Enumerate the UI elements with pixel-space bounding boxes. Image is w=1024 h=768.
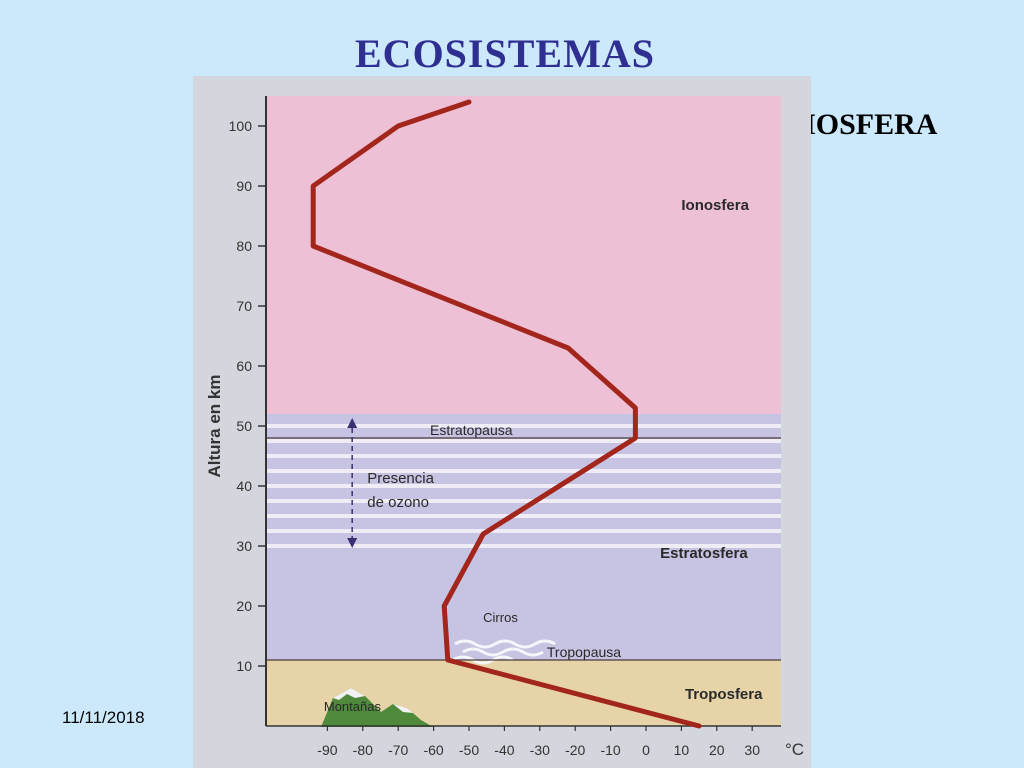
ozone-stripe — [266, 424, 781, 428]
ozone-label: Presencia — [367, 470, 434, 487]
x-tick-label: -70 — [388, 742, 408, 758]
x-tick-label: 30 — [744, 742, 760, 758]
x-tick-label: -80 — [353, 742, 373, 758]
atmosphere-chart: Presencia de ozono 10 20 30 40 50 60 70 80 90 100-… — [193, 76, 811, 768]
y-tick-label: 70 — [236, 298, 252, 314]
layer-band — [266, 96, 781, 414]
ozone-stripe — [266, 484, 781, 488]
layer-bands — [266, 96, 781, 726]
y-tick-label: 60 — [236, 358, 252, 374]
boundary-label: Tropopausa — [547, 644, 621, 660]
x-tick-label: 0 — [642, 742, 650, 758]
layer-label: Estratosfera — [660, 545, 748, 562]
layer-label: Troposfera — [685, 686, 763, 703]
y-axis-label: Altura en km — [205, 375, 224, 478]
ozone-stripes — [266, 424, 781, 548]
x-tick-label: -60 — [423, 742, 443, 758]
y-tick-label: 10 — [236, 658, 252, 674]
ozone-stripe — [266, 499, 781, 503]
x-tick-label: 20 — [709, 742, 725, 758]
y-tick-label: 30 — [236, 538, 252, 554]
mountains-illustration — [321, 688, 433, 727]
ozone-stripe — [266, 544, 781, 548]
cloud-wave — [452, 655, 514, 665]
clouds-illustration — [452, 639, 556, 665]
boundary-label: Estratopausa — [430, 422, 513, 438]
y-tick-label: 80 — [236, 238, 252, 254]
ozone-arrow-head — [347, 418, 358, 428]
mountain-snow — [393, 704, 413, 713]
temperature-line-group — [310, 99, 702, 729]
x-tick-label: -40 — [494, 742, 514, 758]
ozone-stripe — [266, 454, 781, 458]
y-tick-label: 90 — [236, 178, 252, 194]
mountain-snow — [333, 688, 365, 700]
y-tick-label: 40 — [236, 478, 252, 494]
mountains-label: Montañas — [324, 699, 382, 714]
layer-labels: Tropopausa Estratopausa Troposfera Estratos… — [324, 197, 763, 714]
mountain-shape — [321, 688, 433, 727]
x-tick-label: -10 — [600, 742, 620, 758]
y-tick-label: 100 — [229, 118, 253, 134]
ozone-arrow-head — [347, 538, 358, 548]
slide-title: ECOSISTEMAS — [355, 31, 655, 76]
ozone-stripe — [266, 514, 781, 518]
x-tick-label: -90 — [317, 742, 337, 758]
y-tick-label: 50 — [236, 418, 252, 434]
x-axis-label: °C — [785, 740, 804, 759]
ozone-marker: Presencia de ozono — [347, 418, 435, 548]
ozone-stripe — [266, 529, 781, 533]
x-tick-label: -50 — [459, 742, 479, 758]
cloud-wave — [454, 639, 556, 649]
clouds-label: Cirros — [483, 610, 518, 625]
layer-band — [266, 414, 781, 660]
x-tick-label: 10 — [674, 742, 690, 758]
cloud-wave — [462, 647, 544, 657]
ozone-stripe — [266, 469, 781, 473]
layer-label: Ionosfera — [681, 197, 749, 214]
y-tick-label: 20 — [236, 598, 252, 614]
x-tick-label: -30 — [530, 742, 550, 758]
date-label: 11/11/2018 — [62, 708, 145, 727]
temperature-line — [310, 99, 702, 729]
ozone-label: de ozono — [367, 494, 429, 511]
x-tick-label: -20 — [565, 742, 585, 758]
ozone-stripe — [266, 439, 781, 443]
